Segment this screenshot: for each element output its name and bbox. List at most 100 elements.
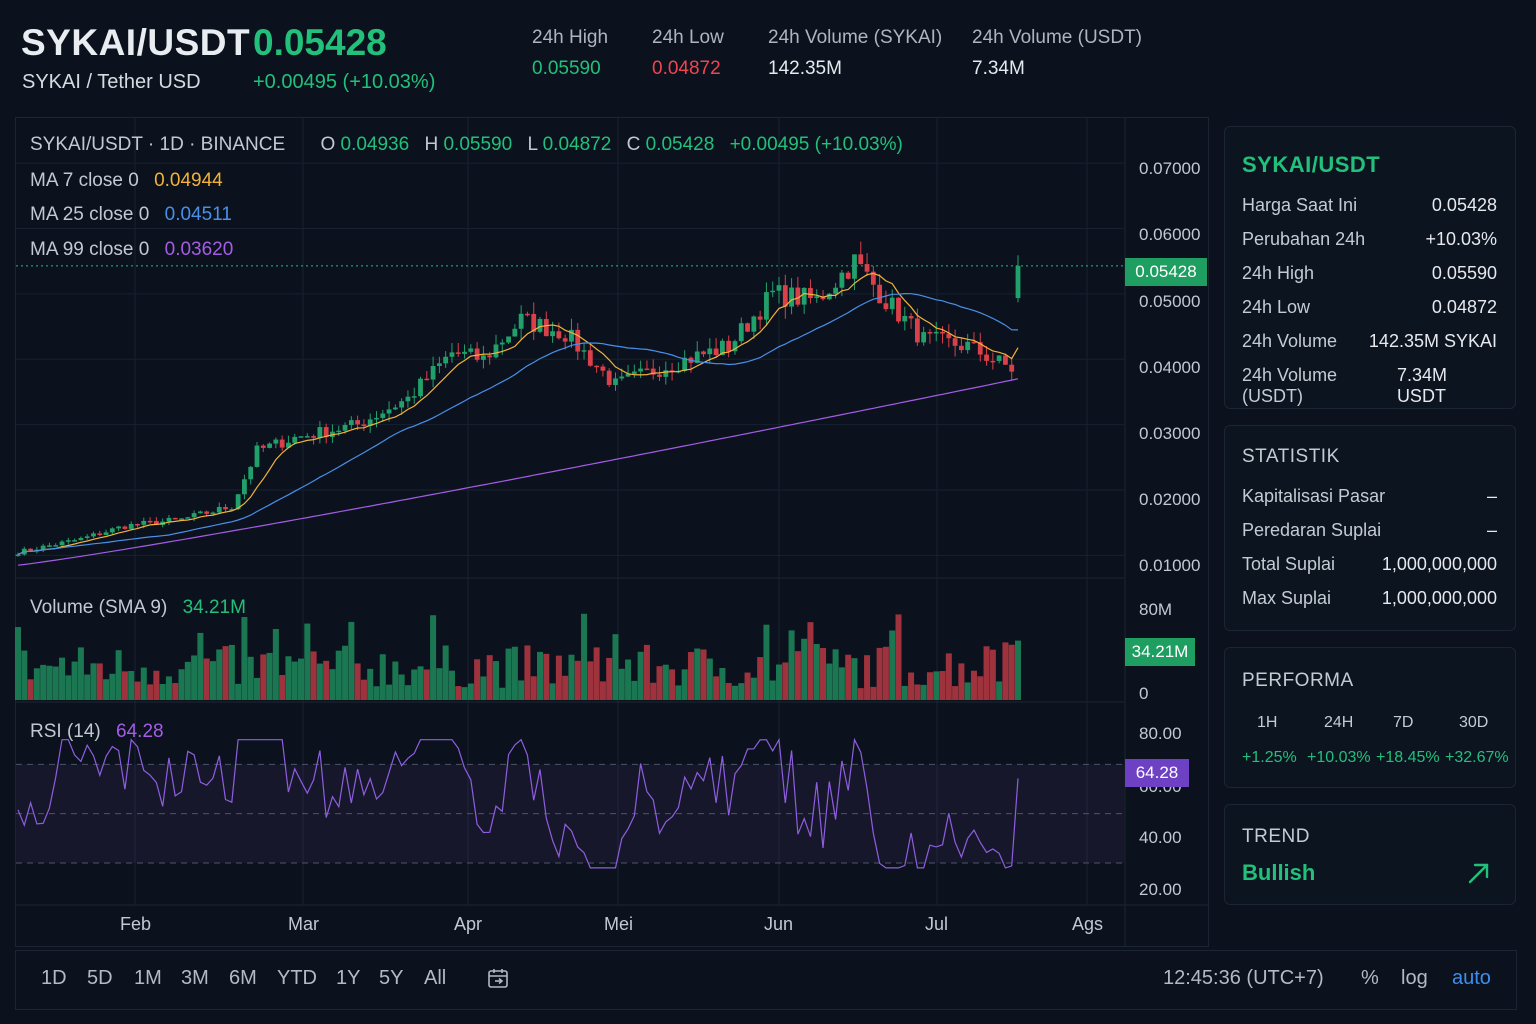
stat-24h-volume-usdt-value: 7.34M bbox=[972, 58, 1025, 79]
volume-bar bbox=[574, 660, 581, 700]
volume-bar bbox=[184, 661, 191, 700]
range-1m-button[interactable]: 1M bbox=[134, 967, 162, 989]
candle bbox=[669, 370, 675, 372]
volume-bar bbox=[134, 681, 141, 700]
candle bbox=[286, 442, 291, 448]
candle bbox=[298, 436, 304, 438]
candle bbox=[367, 419, 373, 427]
candle bbox=[109, 528, 115, 533]
candle bbox=[1003, 355, 1008, 365]
candle bbox=[47, 545, 52, 547]
candle bbox=[443, 356, 449, 364]
performa-period[interactable]: 1H bbox=[1257, 714, 1278, 731]
volume-bar bbox=[40, 664, 47, 700]
range-6m-button[interactable]: 6M bbox=[229, 967, 257, 989]
candle bbox=[386, 409, 392, 414]
auto-scale-button[interactable]: auto bbox=[1452, 967, 1491, 989]
volume-bar bbox=[360, 679, 367, 700]
volume-bar bbox=[342, 645, 349, 700]
calendar-icon[interactable] bbox=[486, 966, 510, 996]
performa-period[interactable]: 24H bbox=[1324, 714, 1354, 731]
candle bbox=[751, 316, 757, 332]
performa-value: +18.45% bbox=[1376, 749, 1440, 766]
volume-bar bbox=[782, 662, 789, 700]
candle bbox=[1015, 265, 1021, 299]
volume-bar bbox=[637, 651, 644, 700]
volume-bar bbox=[581, 613, 588, 700]
volume-value: 34.21M bbox=[182, 597, 246, 618]
legend-ma7[interactable]: MA 7 close 0 0.04944 bbox=[30, 170, 223, 192]
pair-title: SYKAI/USDT bbox=[21, 22, 251, 63]
volume-bar bbox=[996, 681, 1003, 700]
candle bbox=[166, 517, 172, 522]
candle bbox=[424, 378, 430, 381]
volume-bar bbox=[291, 661, 298, 700]
performa-period[interactable]: 7D bbox=[1393, 714, 1414, 731]
performa-period[interactable]: 30D bbox=[1459, 714, 1489, 731]
volume-bar bbox=[235, 683, 242, 700]
row-value: 0.04872 bbox=[1431, 297, 1497, 317]
candle bbox=[933, 331, 939, 334]
volume-bar bbox=[788, 630, 795, 700]
volume-bar bbox=[625, 659, 632, 700]
volume-axis-tick: 0 bbox=[1139, 684, 1149, 703]
row-value: +10.03% bbox=[1425, 229, 1497, 249]
candle bbox=[845, 272, 851, 279]
candle bbox=[229, 509, 235, 511]
volume-bar bbox=[486, 655, 493, 700]
volume-bar bbox=[253, 677, 260, 700]
candle bbox=[223, 506, 228, 510]
rsi-legend[interactable]: RSI (14) 64.28 bbox=[30, 721, 164, 743]
range-3m-button[interactable]: 3M bbox=[181, 967, 209, 989]
arrow-up-right-icon bbox=[1465, 859, 1493, 892]
volume-bar bbox=[801, 638, 808, 700]
row-value: 142.35M SYKAI bbox=[1368, 331, 1497, 351]
candle bbox=[254, 445, 260, 467]
range-all-button[interactable]: All bbox=[424, 967, 447, 989]
legend-ma99[interactable]: MA 99 close 0 0.03620 bbox=[30, 239, 233, 261]
stat-24h-high-label: 24h High bbox=[532, 27, 609, 48]
candle bbox=[40, 545, 46, 550]
volume-bar bbox=[687, 652, 694, 700]
candle bbox=[355, 420, 361, 425]
volume-bar bbox=[316, 663, 323, 700]
volume-bar bbox=[643, 644, 650, 700]
volume-bar bbox=[662, 664, 669, 700]
volume-legend[interactable]: Volume (SMA 9) 34.21M bbox=[30, 597, 246, 619]
chart-container[interactable] bbox=[15, 117, 1209, 947]
candle bbox=[210, 512, 216, 515]
row-key: Total Suplai bbox=[1242, 554, 1336, 574]
candle bbox=[569, 329, 574, 342]
range-1y-button[interactable]: 1Y bbox=[336, 967, 361, 989]
range-1d-button[interactable]: 1D bbox=[41, 967, 67, 989]
volume-bar bbox=[115, 650, 122, 700]
row-key: Harga Saat Ini bbox=[1242, 195, 1358, 215]
candle bbox=[914, 318, 920, 343]
volume-bar bbox=[373, 686, 380, 700]
log-scale-button[interactable]: log bbox=[1401, 967, 1428, 989]
volume-bar bbox=[1015, 640, 1021, 700]
row-key: 24h High bbox=[1242, 263, 1315, 283]
volume-bar bbox=[84, 674, 91, 700]
range-5y-button[interactable]: 5Y bbox=[379, 967, 404, 989]
range-ytd-button[interactable]: YTD bbox=[277, 967, 317, 989]
candle bbox=[449, 352, 455, 357]
candle bbox=[889, 297, 895, 310]
ma7-line bbox=[17, 272, 1019, 556]
percent-scale-button[interactable]: % bbox=[1361, 967, 1379, 989]
candle bbox=[436, 363, 442, 366]
candle bbox=[493, 344, 499, 358]
price-axis-tick: 0.05000 bbox=[1139, 292, 1201, 311]
volume-bar bbox=[669, 669, 676, 700]
volume-bar bbox=[191, 655, 198, 700]
volume-bar bbox=[461, 687, 468, 700]
range-5d-button[interactable]: 5D bbox=[87, 967, 113, 989]
volume-bar bbox=[511, 646, 518, 700]
volume-bar bbox=[562, 675, 569, 700]
candle bbox=[789, 287, 794, 307]
legend-ma25[interactable]: MA 25 close 0 0.04511 bbox=[30, 204, 232, 226]
candle bbox=[499, 342, 505, 345]
candle bbox=[556, 331, 562, 339]
candle bbox=[764, 292, 769, 320]
